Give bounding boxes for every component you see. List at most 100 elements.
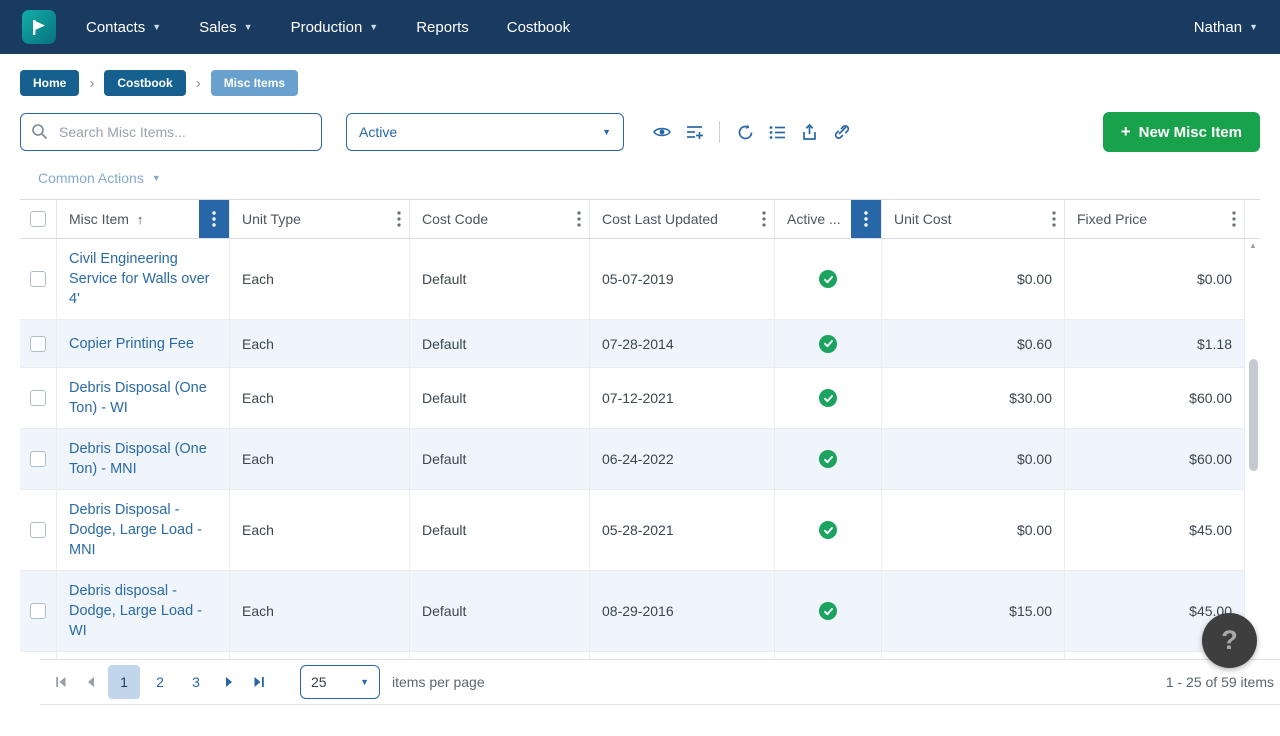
user-menu[interactable]: Nathan ▼ [1194, 19, 1258, 36]
page-button-2[interactable]: 2 [144, 665, 176, 699]
chevron-down-icon: ▼ [152, 22, 161, 32]
chevron-right-icon: › [89, 75, 94, 92]
cost-last-updated-cell: 05-28-2021 [590, 490, 775, 570]
top-navbar: Contacts ▼ Sales ▼ Production ▼ Reports … [0, 0, 1280, 54]
table-row: Debris Disposal - Dodge, Medium Load - M… [20, 652, 1245, 659]
column-header-unit-type[interactable]: Unit Type [230, 200, 410, 238]
page-button-1[interactable]: 1 [108, 665, 140, 699]
row-checkbox[interactable] [30, 390, 46, 406]
fixed-price-cell: $0.00 [1065, 239, 1245, 319]
scroll-up-icon[interactable]: ▲ [1249, 241, 1257, 250]
visibility-button[interactable] [646, 116, 678, 148]
column-menu-button[interactable] [754, 200, 774, 238]
table-row: Copier Printing Fee Each Default 07-28-2… [20, 320, 1245, 368]
unit-type-cell: Each [230, 571, 410, 651]
list-view-button[interactable] [761, 116, 793, 148]
row-checkbox[interactable] [30, 336, 46, 352]
row-checkbox[interactable] [30, 522, 46, 538]
row-checkbox[interactable] [30, 451, 46, 467]
chevron-down-icon: ▼ [152, 173, 161, 183]
breadcrumb-misc-items[interactable]: Misc Items [211, 70, 298, 96]
page-button-3[interactable]: 3 [180, 665, 212, 699]
previous-page-button[interactable] [76, 665, 106, 699]
row-checkbox[interactable] [30, 603, 46, 619]
nav-contacts[interactable]: Contacts ▼ [86, 19, 161, 36]
column-header-fixed-price[interactable]: Fixed Price [1065, 200, 1245, 238]
kebab-menu-icon [577, 211, 581, 227]
nav-costbook-label: Costbook [507, 19, 570, 36]
chevron-down-icon: ▼ [369, 22, 378, 32]
export-button[interactable] [793, 116, 825, 148]
row-select-cell [20, 320, 57, 367]
app-window: Contacts ▼ Sales ▼ Production ▼ Reports … [0, 0, 1280, 736]
nav-contacts-label: Contacts [86, 19, 145, 36]
breadcrumb-home[interactable]: Home [20, 70, 79, 96]
column-menu-button[interactable] [569, 200, 589, 238]
previous-page-icon [83, 674, 99, 690]
unit-cost-cell: $0.00 [882, 490, 1065, 570]
cost-last-updated-cell: 06-24-2022 [590, 429, 775, 489]
column-menu-button-active-state[interactable] [851, 200, 881, 238]
vertical-scrollbar[interactable]: ▲ [1247, 239, 1260, 659]
next-page-icon [221, 674, 237, 690]
refresh-button[interactable] [729, 116, 761, 148]
help-button[interactable]: ? [1202, 613, 1257, 668]
copy-link-button[interactable] [825, 116, 857, 148]
chevron-down-icon: ▼ [1249, 22, 1258, 32]
brand-logo[interactable] [22, 10, 56, 44]
column-header-active[interactable]: Active ... [775, 200, 882, 238]
items-per-page-label: items per page [392, 674, 485, 690]
misc-items-grid: Misc Item ↑ Unit Type Cost Code [20, 199, 1260, 705]
nav-production[interactable]: Production ▼ [291, 19, 379, 36]
cost-code-cell: Default [410, 368, 590, 428]
column-label: Unit Type [242, 211, 301, 227]
cost-code-cell: Default [410, 429, 590, 489]
common-actions-dropdown[interactable]: Common Actions ▼ [38, 170, 161, 186]
breadcrumb-costbook[interactable]: Costbook [104, 70, 185, 96]
kebab-menu-icon [212, 211, 216, 227]
new-misc-item-button[interactable]: + New Misc Item [1103, 112, 1260, 152]
column-header-cost-code[interactable]: Cost Code [410, 200, 590, 238]
column-label: Misc Item [69, 211, 129, 227]
table-row: Debris disposal - Dodge, Large Load - WI… [20, 571, 1245, 652]
column-label: Cost Last Updated [602, 211, 718, 227]
misc-item-link[interactable]: Debris Disposal - Dodge, Large Load - MN… [69, 500, 217, 560]
column-menu-button[interactable] [1044, 200, 1064, 238]
nav-costbook[interactable]: Costbook [507, 19, 570, 36]
active-cell [775, 368, 882, 428]
column-header-unit-cost[interactable]: Unit Cost [882, 200, 1065, 238]
column-header-cost-last-updated[interactable]: Cost Last Updated [590, 200, 775, 238]
misc-item-link[interactable]: Copier Printing Fee [69, 334, 194, 354]
active-check-icon [819, 335, 837, 353]
first-page-button[interactable] [46, 665, 76, 699]
link-icon [831, 122, 851, 142]
misc-item-cell: Copier Printing Fee [57, 320, 230, 367]
misc-item-link[interactable]: Debris Disposal (One Ton) - WI [69, 378, 217, 418]
grid-body: Civil Engineering Service for Walls over… [20, 239, 1260, 659]
search-input[interactable] [20, 113, 322, 151]
select-all-checkbox[interactable] [30, 211, 46, 227]
nav-sales[interactable]: Sales ▼ [199, 19, 252, 36]
fixed-price-cell: $45.00 [1065, 490, 1245, 570]
scrollbar-thumb[interactable] [1249, 359, 1258, 471]
misc-item-cell: Debris Disposal (One Ton) - MNI [57, 429, 230, 489]
column-menu-button-active-state[interactable] [199, 200, 229, 238]
column-menu-button[interactable] [1224, 200, 1244, 238]
next-page-button[interactable] [214, 665, 244, 699]
column-menu-button[interactable] [389, 200, 409, 238]
nav-reports[interactable]: Reports [416, 19, 469, 36]
last-page-button[interactable] [244, 665, 274, 699]
edit-columns-button[interactable] [678, 116, 710, 148]
misc-item-link[interactable]: Debris Disposal (One Ton) - MNI [69, 439, 217, 479]
status-filter-value: Active [359, 124, 397, 140]
misc-item-link[interactable]: Civil Engineering Service for Walls over… [69, 249, 217, 309]
status-filter-dropdown[interactable]: Active ▼ [346, 113, 624, 151]
misc-item-link[interactable]: Debris disposal - Dodge, Large Load - WI [69, 581, 217, 641]
row-checkbox[interactable] [30, 271, 46, 287]
column-header-misc-item[interactable]: Misc Item ↑ [57, 200, 230, 238]
cost-last-updated-cell: 07-28-2014 [590, 320, 775, 367]
page-size-dropdown[interactable]: 25 ▼ [300, 665, 380, 699]
unit-cost-cell: $0.60 [882, 320, 1065, 367]
eye-icon [652, 122, 672, 142]
active-check-icon [819, 270, 837, 288]
